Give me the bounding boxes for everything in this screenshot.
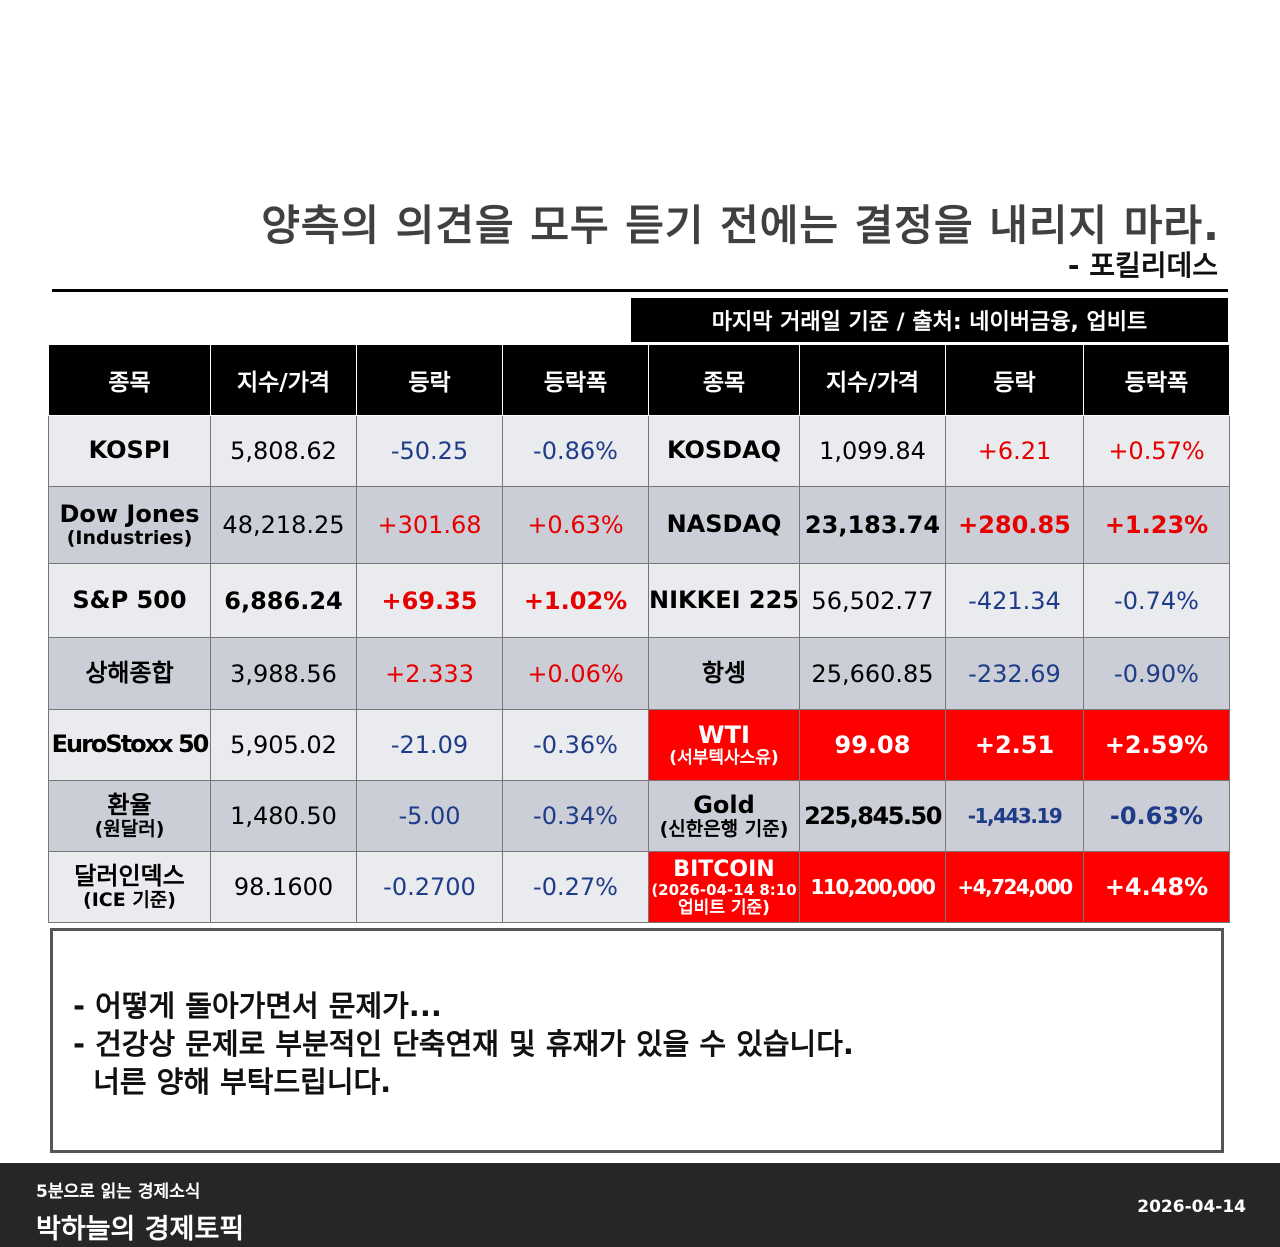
index-name: KOSDAQ [648,415,800,487]
quote-text: 양측의 의견을 모두 듣기 전에는 결정을 내리지 마라. [261,201,1220,250]
market-table: 종목 지수/가격 등락 등락폭 종목 지수/가격 등락 등락폭 KOSPI 5,… [48,344,1230,923]
table-header-row: 종목 지수/가격 등락 등락폭 종목 지수/가격 등락 등락폭 [48,344,1230,416]
index-name: EuroStoxx 50 [48,709,211,781]
index-change: -21.09 [356,709,503,781]
notice-line: - 건강상 문제로 부분적인 단축연재 및 휴재가 있을 수 있습니다. [73,1027,854,1061]
index-pct: +1.23% [1083,486,1230,564]
index-name: 환율 (원달러) [48,780,211,852]
table-row: EuroStoxx 50 5,905.02 -21.09 -0.36% WTI … [48,709,1230,781]
index-name: WTI (서부텍사스유) [648,709,800,781]
header-pct-left: 등락폭 [502,344,649,416]
header-price-left: 지수/가격 [210,344,357,416]
index-change: +6.21 [945,415,1084,487]
index-name: 항셍 [648,637,800,710]
quote-author: - 포킬리데스 [1067,249,1218,282]
index-pct: +0.57% [1083,415,1230,487]
brand-name: 박하늘의 경제토픽 [36,1214,245,1245]
index-change: +2.51 [945,709,1084,781]
index-name: 달러인덱스 (ICE 기준) [48,851,211,923]
index-change: +4,724,000 [945,851,1084,923]
index-pct: -0.27% [502,851,649,923]
divider [52,289,1228,292]
source-note: 마지막 거래일 기준 / 출처: 네이버금융, 업비트 [631,298,1228,342]
index-name: NIKKEI 225 [648,563,800,638]
header-name-right: 종목 [648,344,800,416]
index-price: 99.08 [799,709,946,781]
index-change: +2.333 [356,637,503,710]
publish-date: 2026-04-14 [1137,1197,1246,1217]
index-pct: -0.63% [1083,780,1230,852]
index-price: 5,808.62 [210,415,357,487]
index-pct: +0.06% [502,637,649,710]
index-pct: +0.63% [502,486,649,564]
index-price: 48,218.25 [210,486,357,564]
notice-box: - 어떻게 돌아가면서 문제가... - 건강상 문제로 부분적인 단축연재 및… [50,928,1224,1153]
header-change-left: 등락 [356,344,503,416]
index-change: +280.85 [945,486,1084,564]
table-row: Dow Jones (Industries) 48,218.25 +301.68… [48,486,1230,564]
index-price: 98.1600 [210,851,357,923]
index-pct: -0.90% [1083,637,1230,710]
table-row: KOSPI 5,808.62 -50.25 -0.86% KOSDAQ 1,09… [48,415,1230,487]
header-price-right: 지수/가격 [799,344,946,416]
index-name: S&P 500 [48,563,211,638]
index-price: 23,183.74 [799,486,946,564]
index-pct: -0.74% [1083,563,1230,638]
index-name: 상해종합 [48,637,211,710]
table-row: 달러인덱스 (ICE 기준) 98.1600 -0.2700 -0.27% BI… [48,851,1230,923]
index-change: -5.00 [356,780,503,852]
index-name: BITCOIN (2026-04-14 8:10 업비트 기준) [648,851,800,923]
series-name: 5분으로 읽는 경제소식 [36,1182,201,1202]
index-change: +301.68 [356,486,503,564]
index-pct: +4.48% [1083,851,1230,923]
table-row: S&P 500 6,886.24 +69.35 +1.02% NIKKEI 22… [48,563,1230,638]
index-pct: -0.86% [502,415,649,487]
index-name: Gold (신한은행 기준) [648,780,800,852]
index-change: -1,443.19 [945,780,1084,852]
index-price: 6,886.24 [210,563,357,638]
footer-bar: 5분으로 읽는 경제소식 박하늘의 경제토픽 2026-04-14 [0,1163,1280,1247]
index-price: 3,988.56 [210,637,357,710]
index-change: -50.25 [356,415,503,487]
notice-list: - 어떻게 돌아가면서 문제가... - 건강상 문제로 부분적인 단축연재 및… [73,987,854,1101]
table-row: 환율 (원달러) 1,480.50 -5.00 -0.34% Gold (신한은… [48,780,1230,852]
index-price: 25,660.85 [799,637,946,710]
index-change: -421.34 [945,563,1084,638]
index-pct: +1.02% [502,563,649,638]
index-change: -0.2700 [356,851,503,923]
notice-line: 너른 양해 부탁드립니다. [73,1065,392,1099]
header-pct-right: 등락폭 [1083,344,1230,416]
notice-line: - 어떻게 돌아가면서 문제가... [73,989,442,1023]
index-pct: -0.36% [502,709,649,781]
index-price: 56,502.77 [799,563,946,638]
header-change-right: 등락 [945,344,1084,416]
index-pct: -0.34% [502,780,649,852]
index-price: 225,845.50 [799,780,946,852]
index-name: KOSPI [48,415,211,487]
index-name: Dow Jones (Industries) [48,486,211,564]
index-price: 1,099.84 [799,415,946,487]
index-change: +69.35 [356,563,503,638]
index-change: -232.69 [945,637,1084,710]
index-price: 110,200,000 [799,851,946,923]
header-name-left: 종목 [48,344,211,416]
index-price: 5,905.02 [210,709,357,781]
index-pct: +2.59% [1083,709,1230,781]
table-row: 상해종합 3,988.56 +2.333 +0.06% 항셍 25,660.85… [48,637,1230,710]
index-price: 1,480.50 [210,780,357,852]
index-name: NASDAQ [648,486,800,564]
